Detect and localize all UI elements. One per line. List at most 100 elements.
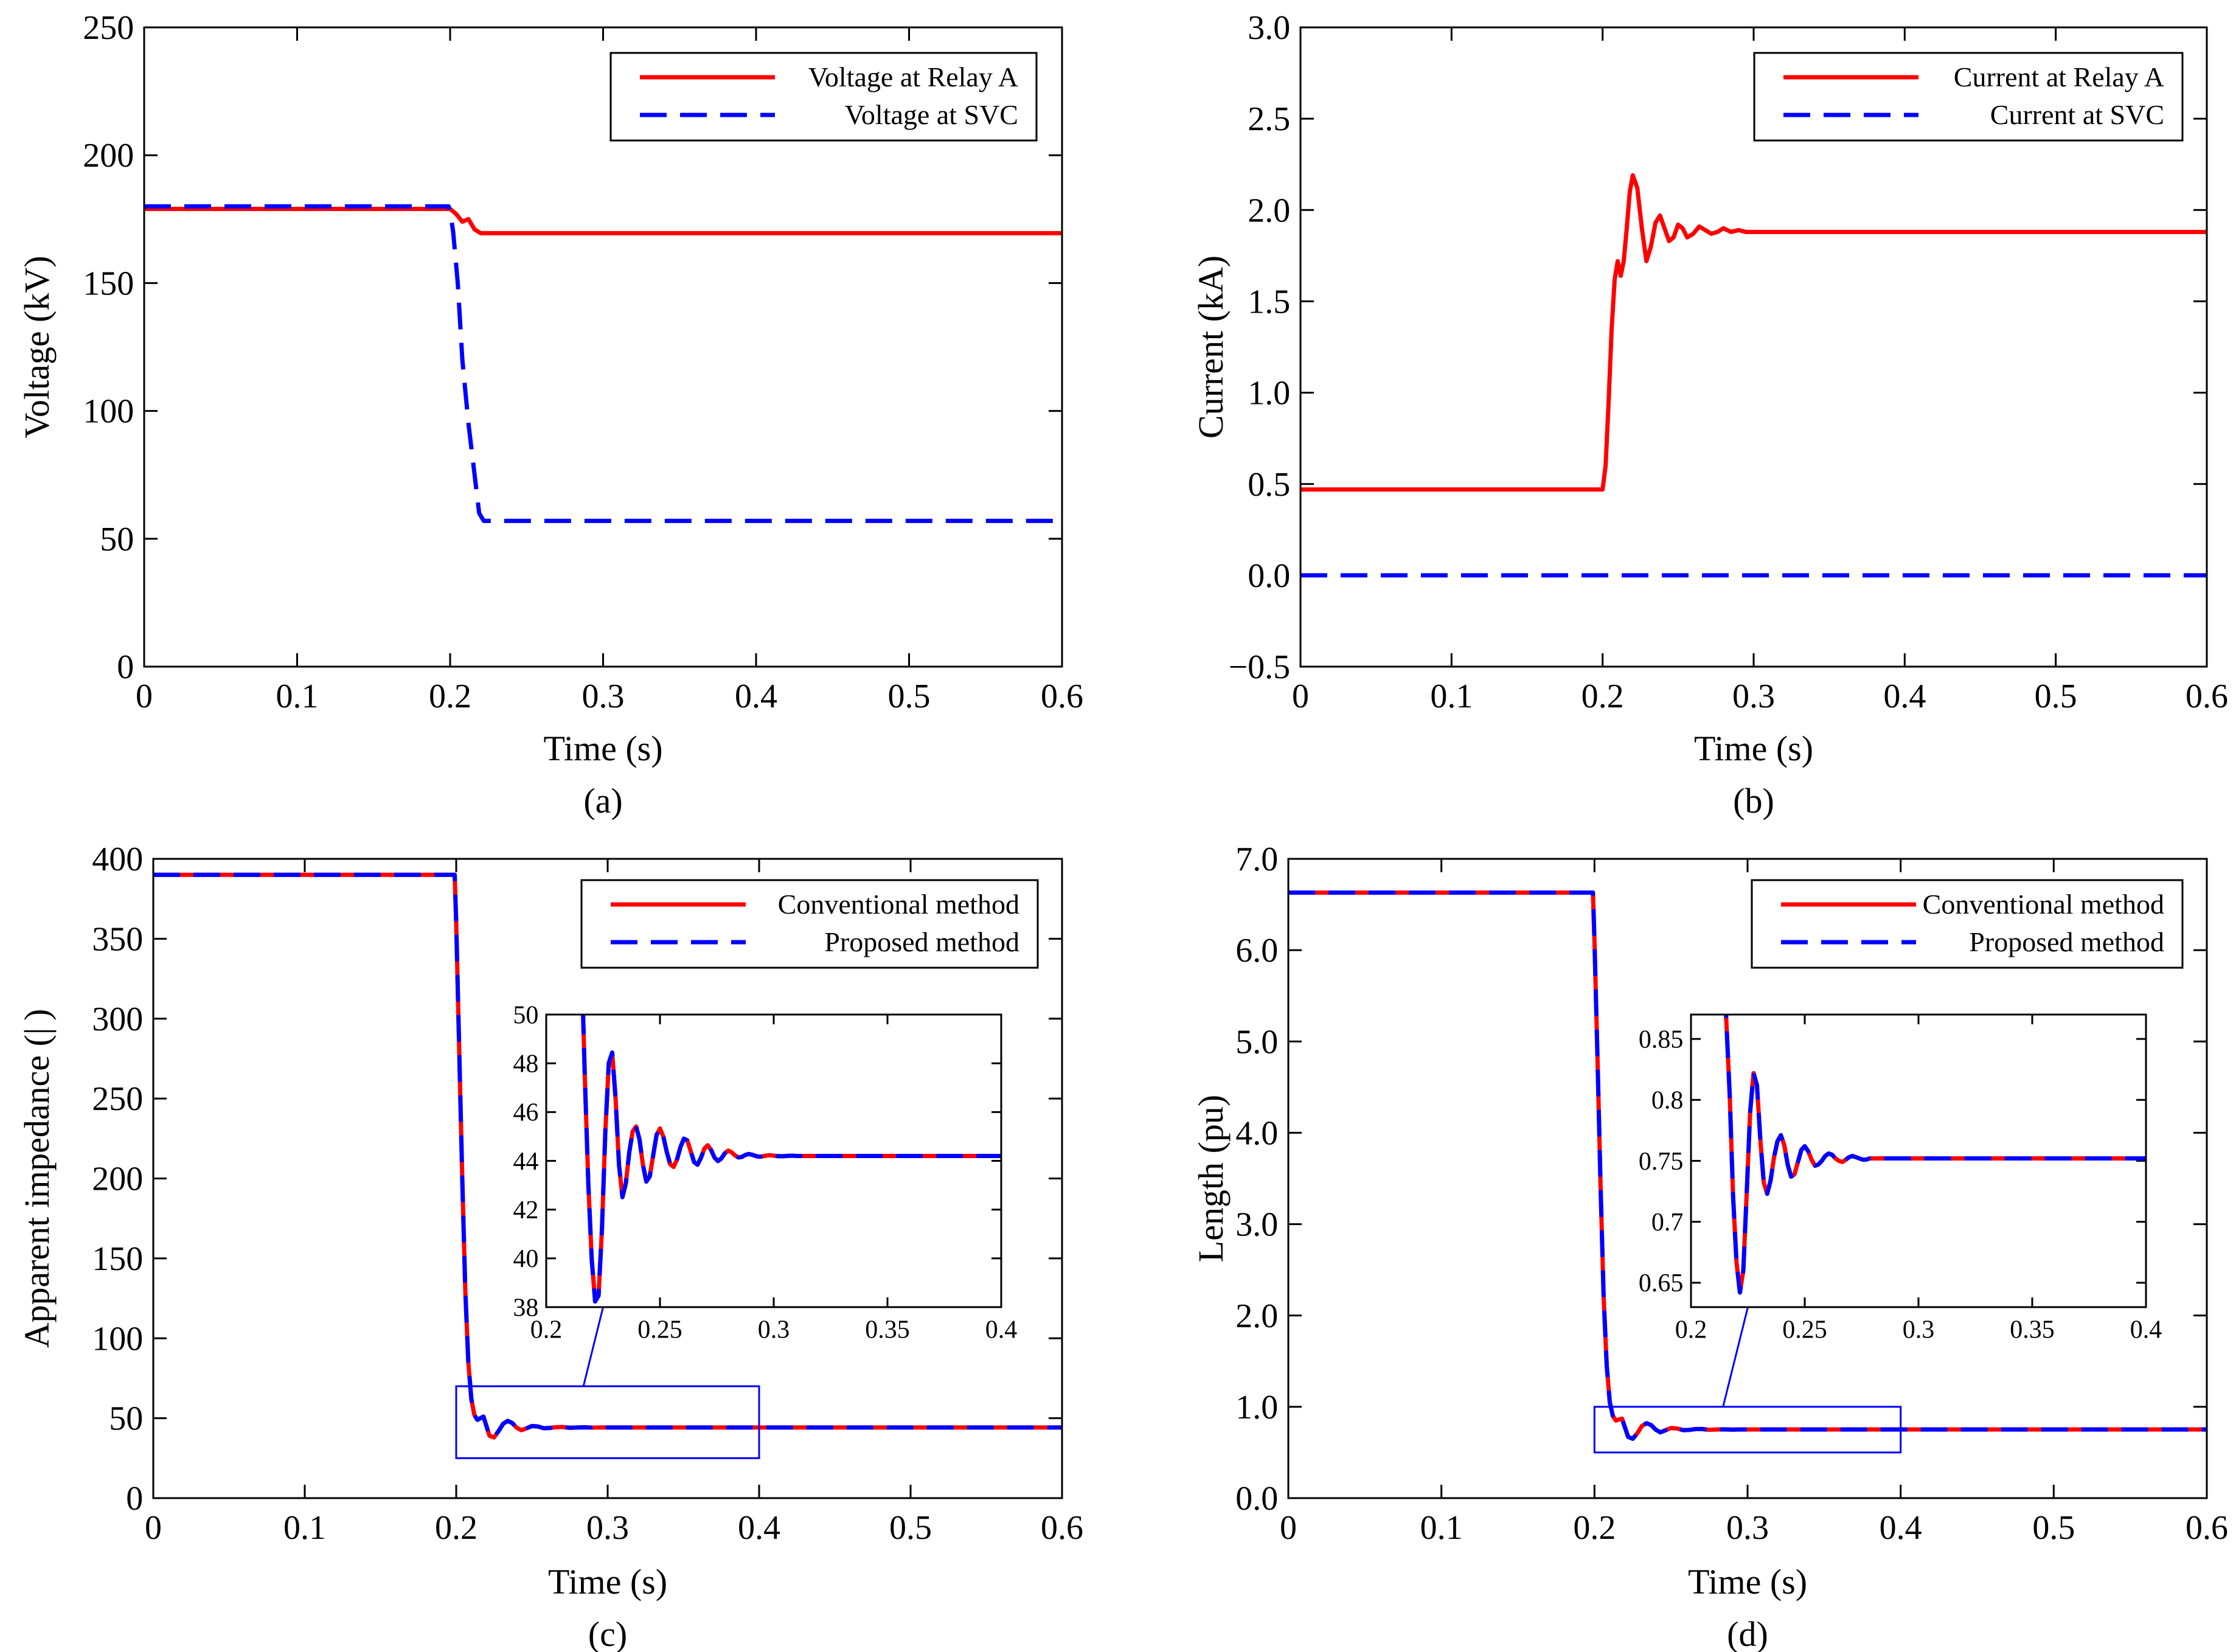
inset-y-tick-label: 46 bbox=[513, 1099, 538, 1127]
legend-box bbox=[1753, 52, 2184, 142]
x-tick-label: 0.6 bbox=[1041, 1509, 1083, 1547]
legend: Voltage at Relay A Voltage at SVC bbox=[609, 52, 1038, 142]
x-tick-label: 0.5 bbox=[889, 1509, 932, 1547]
axes-box bbox=[1287, 858, 2208, 1499]
legend-label: Conventional method bbox=[1923, 889, 2164, 920]
y-tick-label: 2.0 bbox=[1248, 192, 1290, 229]
y-tick-label: 50 bbox=[100, 521, 134, 558]
inset-axes: 0.2 0.25 0.3 0.35 0.4 38 40 42 44 46 48 50 bbox=[513, 1001, 1017, 1344]
inset-x-tick-label: 0.35 bbox=[2010, 1316, 2055, 1344]
y-tick-label: 2.5 bbox=[1248, 100, 1290, 138]
y-tick-label: 350 bbox=[92, 920, 143, 958]
x-tick-label: 0 bbox=[1292, 678, 1309, 715]
zoom-region-box bbox=[455, 1385, 760, 1459]
x-tick-label: 0.3 bbox=[586, 1509, 629, 1547]
panel-a: 0 0.1 0.2 0.3 0.4 0.5 0.6 0 50 100 150 200 250 Voltag… bbox=[17, 9, 1083, 821]
x-tick-label: 0.6 bbox=[2186, 1509, 2228, 1547]
x-tick-label: 0.1 bbox=[1430, 678, 1473, 715]
y-tick-label: 0 bbox=[117, 648, 134, 686]
x-tick-label: 0.5 bbox=[888, 678, 931, 715]
y-tick-label: −0.5 bbox=[1229, 648, 1291, 686]
y-tick-label: 2.0 bbox=[1235, 1297, 1278, 1335]
legend: Conventional method Proposed method bbox=[1751, 879, 2184, 969]
y-tick-label: 3.0 bbox=[1248, 9, 1290, 47]
inset-axes-box bbox=[545, 1013, 1002, 1308]
inset-plot-frame bbox=[1690, 1013, 2147, 1308]
x-tick-label: 0.1 bbox=[1420, 1509, 1463, 1547]
inset-y-tick-label: 38 bbox=[513, 1294, 538, 1322]
x-tick-label: 0.2 bbox=[1582, 678, 1624, 715]
series-line-blue bbox=[1288, 890, 2207, 1441]
x-tick-label: 0.3 bbox=[1726, 1509, 1769, 1547]
x-tick-label: 0.5 bbox=[2035, 678, 2077, 715]
inset-y-tick-label: 0.7 bbox=[1651, 1209, 1684, 1237]
y-tick-label: 4.0 bbox=[1235, 1114, 1278, 1152]
x-tick-label: 0.4 bbox=[1883, 678, 1926, 715]
axes-box bbox=[143, 26, 1063, 668]
inset-y-tick-label: 0.8 bbox=[1651, 1087, 1684, 1115]
inset-y-tick-label: 0.65 bbox=[1639, 1269, 1684, 1297]
x-tick-label: 0.2 bbox=[429, 678, 471, 715]
x-axis-label: Time (s) bbox=[548, 1562, 667, 1602]
zoom-connector-line bbox=[1722, 1307, 1749, 1407]
x-tick-label: 0 bbox=[136, 678, 153, 715]
panel-caption: (c) bbox=[588, 1614, 627, 1652]
y-tick-label: 0.0 bbox=[1235, 1480, 1278, 1518]
inset-axes-box bbox=[1690, 1013, 2147, 1308]
zoom-connector-line bbox=[582, 1307, 604, 1387]
inset-axes: 0.2 0.25 0.3 0.35 0.4 0.65 0.7 0.75 0.8 0.85 bbox=[1639, 1013, 2162, 1344]
x-tick-label: 0.2 bbox=[435, 1509, 477, 1547]
y-tick-label: 1.5 bbox=[1248, 283, 1290, 321]
x-tick-label: 0 bbox=[1280, 1509, 1297, 1547]
y-axis-label: Voltage (kV) bbox=[17, 255, 57, 438]
x-tick-label: 0.2 bbox=[1573, 1509, 1616, 1547]
series-group bbox=[144, 204, 1062, 523]
panel-c: 0 0.1 0.2 0.3 0.4 0.5 0.6 0 50 100 150 200 250 300 350… bbox=[17, 841, 1083, 1652]
y-tick-label: 250 bbox=[92, 1080, 143, 1118]
y-tick-label: 7.0 bbox=[1235, 841, 1278, 878]
legend-label: Current at Relay A bbox=[1954, 61, 2164, 92]
inset-x-tick-label: 0.25 bbox=[1782, 1316, 1827, 1344]
inset-y-tick-label: 48 bbox=[513, 1050, 538, 1078]
series-group bbox=[153, 872, 1062, 1440]
y-tick-label: 400 bbox=[92, 841, 143, 878]
x-tick-label: 0.1 bbox=[283, 1509, 326, 1547]
legend-label: Voltage at SVC bbox=[845, 99, 1018, 130]
x-tick-label: 0.6 bbox=[2186, 678, 2228, 715]
legend-label: Proposed method bbox=[824, 926, 1019, 957]
y-tick-label: 1.0 bbox=[1235, 1389, 1278, 1426]
legend-label: Proposed method bbox=[1969, 926, 2164, 957]
panel-b: 0 0.1 0.2 0.3 0.4 0.5 0.6 −0.5 0.0 0.5 1.0 1.5 2.0 2.… bbox=[1191, 9, 2228, 821]
inset-series-group bbox=[1723, 1015, 2146, 1295]
inset-y-tick-label: 50 bbox=[513, 1001, 538, 1029]
x-tick-label: 0.4 bbox=[735, 678, 777, 715]
inset-x-tick-label: 0.4 bbox=[2130, 1316, 2162, 1344]
y-tick-label: 0.5 bbox=[1248, 466, 1290, 504]
y-axis-label: Current (kA) bbox=[1191, 255, 1231, 439]
y-tick-label: 100 bbox=[92, 1320, 143, 1358]
inset-x-tick-label: 0.3 bbox=[758, 1316, 790, 1344]
x-tick-label: 0.1 bbox=[276, 678, 319, 715]
inset-x-tick-label: 0.3 bbox=[1903, 1316, 1935, 1344]
y-tick-label: 5.0 bbox=[1235, 1023, 1278, 1061]
inset-y-tick-label: 0.75 bbox=[1639, 1148, 1684, 1176]
series-line-red bbox=[144, 206, 1062, 235]
y-tick-label: 100 bbox=[83, 393, 134, 431]
inset-plot-frame bbox=[545, 1013, 1002, 1308]
series-line-blue bbox=[153, 872, 1062, 1440]
inset-y-tick-label: 42 bbox=[513, 1196, 538, 1224]
axes-box bbox=[152, 858, 1063, 1499]
x-tick-label: 0.3 bbox=[1732, 678, 1775, 715]
legend-label: Voltage at Relay A bbox=[808, 61, 1018, 92]
y-axis-label: Length (pu) bbox=[1191, 1095, 1231, 1262]
x-axis-label: Time (s) bbox=[1694, 729, 1813, 768]
inset-series-line-blue bbox=[580, 1015, 1001, 1304]
y-tick-label: 0 bbox=[126, 1480, 143, 1518]
axes-box bbox=[1299, 26, 2208, 668]
y-tick-label: 300 bbox=[92, 1001, 143, 1038]
inset-series-line-blue bbox=[1723, 1015, 2146, 1295]
legend-box bbox=[1751, 879, 2184, 969]
panel-caption: (d) bbox=[1727, 1614, 1768, 1652]
inset-x-tick-label: 0.25 bbox=[637, 1316, 682, 1344]
